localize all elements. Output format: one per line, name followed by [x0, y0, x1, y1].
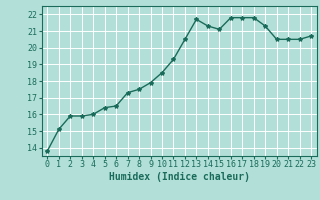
X-axis label: Humidex (Indice chaleur): Humidex (Indice chaleur): [109, 172, 250, 182]
